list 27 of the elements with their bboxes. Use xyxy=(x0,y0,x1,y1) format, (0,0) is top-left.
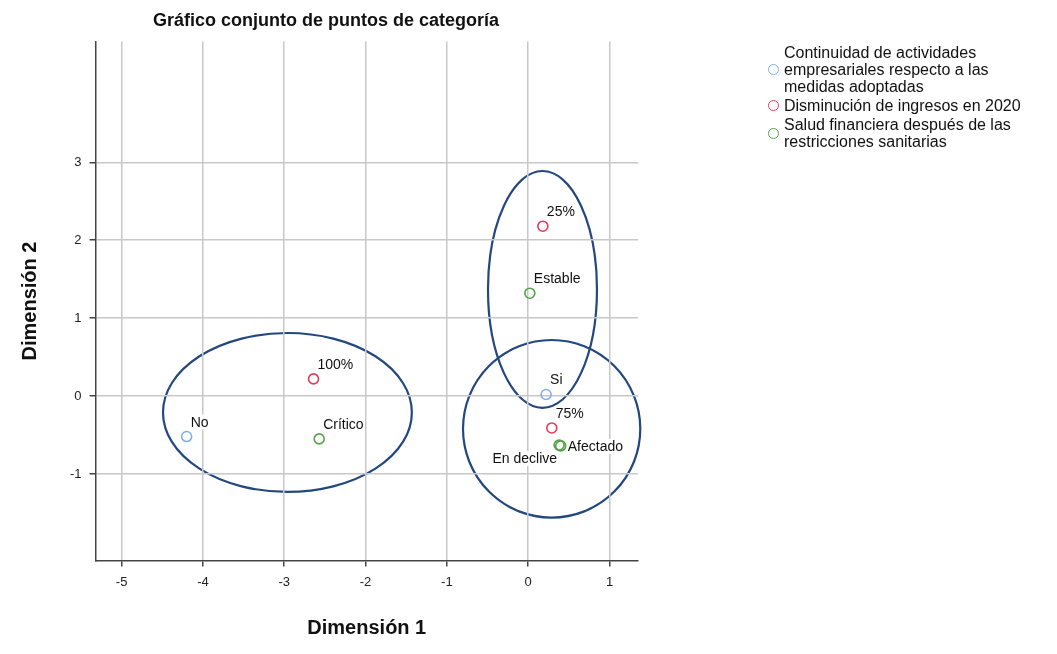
y-tick-label: 2 xyxy=(74,231,82,247)
annotation: Afectado xyxy=(567,437,624,454)
legend-label: Disminución de ingresos en 2020 xyxy=(784,97,1021,114)
y-tick-label: 0 xyxy=(74,387,82,403)
annotation: 100% xyxy=(317,355,354,372)
annotation: Si xyxy=(550,371,563,388)
y-tick-label: 3 xyxy=(74,153,82,169)
x-tick-label: -4 xyxy=(197,573,209,589)
annotation: 25% xyxy=(546,203,575,220)
y-axis-title: Dimensión 2 xyxy=(17,241,40,361)
x-tick-label: 1 xyxy=(605,573,614,589)
y-tick-label: -1 xyxy=(70,465,82,481)
x-tick-label: -2 xyxy=(359,573,372,589)
annotation: No xyxy=(190,413,209,430)
legend-label: Salud financiera después de las restricciones sanitarias xyxy=(784,116,1012,150)
x-tick-label: -1 xyxy=(441,573,453,589)
x-tick-label: -3 xyxy=(278,573,291,589)
annotation: Crítico xyxy=(323,415,364,432)
annotation: Estable xyxy=(533,270,581,287)
annotation: En declive xyxy=(492,450,558,467)
legend-label: Continuidad de actividades empresariales respecto a las medidas adoptadas xyxy=(784,44,990,95)
y-tick-label: 1 xyxy=(74,309,82,325)
x-tick-label: -5 xyxy=(115,573,128,589)
x-tick-label: 0 xyxy=(524,573,532,589)
x-axis-title: Dimensión 1 xyxy=(307,615,427,638)
chart-title: Gráfico conjunto de puntos de categoría xyxy=(152,9,500,30)
annotation: 75% xyxy=(555,404,584,421)
